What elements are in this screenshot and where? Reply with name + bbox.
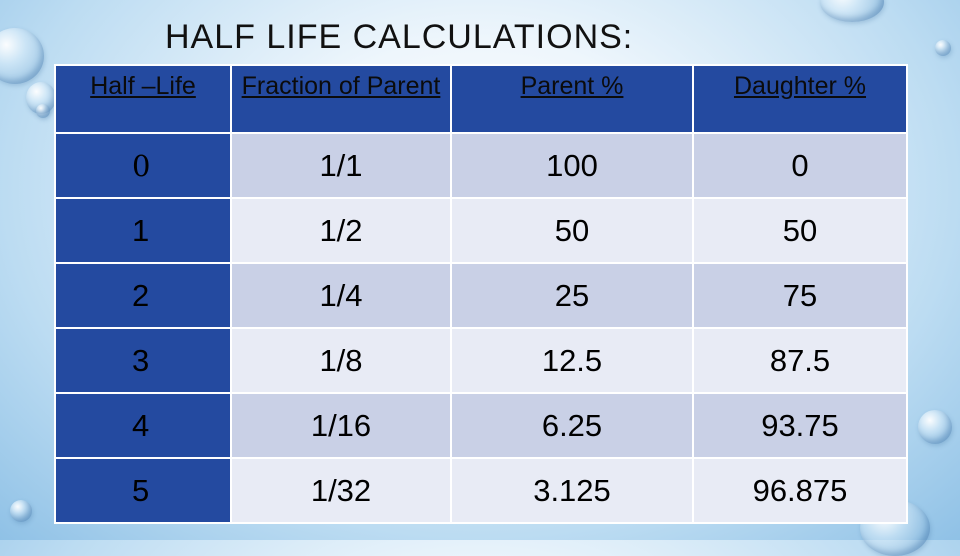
- water-droplet: [820, 0, 884, 22]
- header-fraction-of-parent: Fraction of Parent: [230, 64, 452, 134]
- cell-parent-percent: 100: [450, 132, 694, 199]
- cell-daughter-percent: 75: [692, 262, 908, 329]
- cell-daughter-percent: 0: [692, 132, 908, 199]
- cell-parent-percent: 25: [450, 262, 694, 329]
- water-droplet: [935, 40, 951, 56]
- header-half-life: Half –Life: [54, 64, 232, 134]
- cell-half-life: 3: [54, 327, 232, 394]
- cell-parent-percent: 12.5: [450, 327, 694, 394]
- table-row: 1 1/2 50 50: [54, 197, 908, 264]
- table-row: 4 1/16 6.25 93.75: [54, 392, 908, 459]
- water-droplet: [0, 28, 44, 84]
- cell-fraction: 1/2: [230, 197, 452, 264]
- cell-half-life: 2: [54, 262, 232, 329]
- cell-daughter-percent: 93.75: [692, 392, 908, 459]
- cell-parent-percent: 3.125: [450, 457, 694, 524]
- water-droplet: [10, 500, 32, 522]
- cell-daughter-percent: 96.875: [692, 457, 908, 524]
- cell-fraction: 1/32: [230, 457, 452, 524]
- cell-half-life: 0: [54, 132, 232, 199]
- cell-fraction: 1/8: [230, 327, 452, 394]
- table-row: 2 1/4 25 75: [54, 262, 908, 329]
- table-row: 3 1/8 12.5 87.5: [54, 327, 908, 394]
- page-title: HALF LIFE CALCULATIONS:: [165, 18, 634, 56]
- table-row: 0 1/1 100 0: [54, 132, 908, 199]
- cell-half-life: 1: [54, 197, 232, 264]
- header-parent-percent: Parent %: [450, 64, 694, 134]
- cell-half-life: 4: [54, 392, 232, 459]
- cell-fraction: 1/4: [230, 262, 452, 329]
- water-droplet: [918, 410, 952, 444]
- cell-half-life: 5: [54, 457, 232, 524]
- cell-fraction: 1/16: [230, 392, 452, 459]
- water-droplet: [36, 104, 50, 118]
- table-header-row: Half –Life Fraction of Parent Parent % D…: [54, 64, 908, 134]
- cell-parent-percent: 6.25: [450, 392, 694, 459]
- header-daughter-percent: Daughter %: [692, 64, 908, 134]
- half-life-table: Half –Life Fraction of Parent Parent % D…: [54, 64, 908, 524]
- cell-fraction: 1/1: [230, 132, 452, 199]
- cell-daughter-percent: 50: [692, 197, 908, 264]
- table-row: 5 1/32 3.125 96.875: [54, 457, 908, 524]
- cell-daughter-percent: 87.5: [692, 327, 908, 394]
- cell-parent-percent: 50: [450, 197, 694, 264]
